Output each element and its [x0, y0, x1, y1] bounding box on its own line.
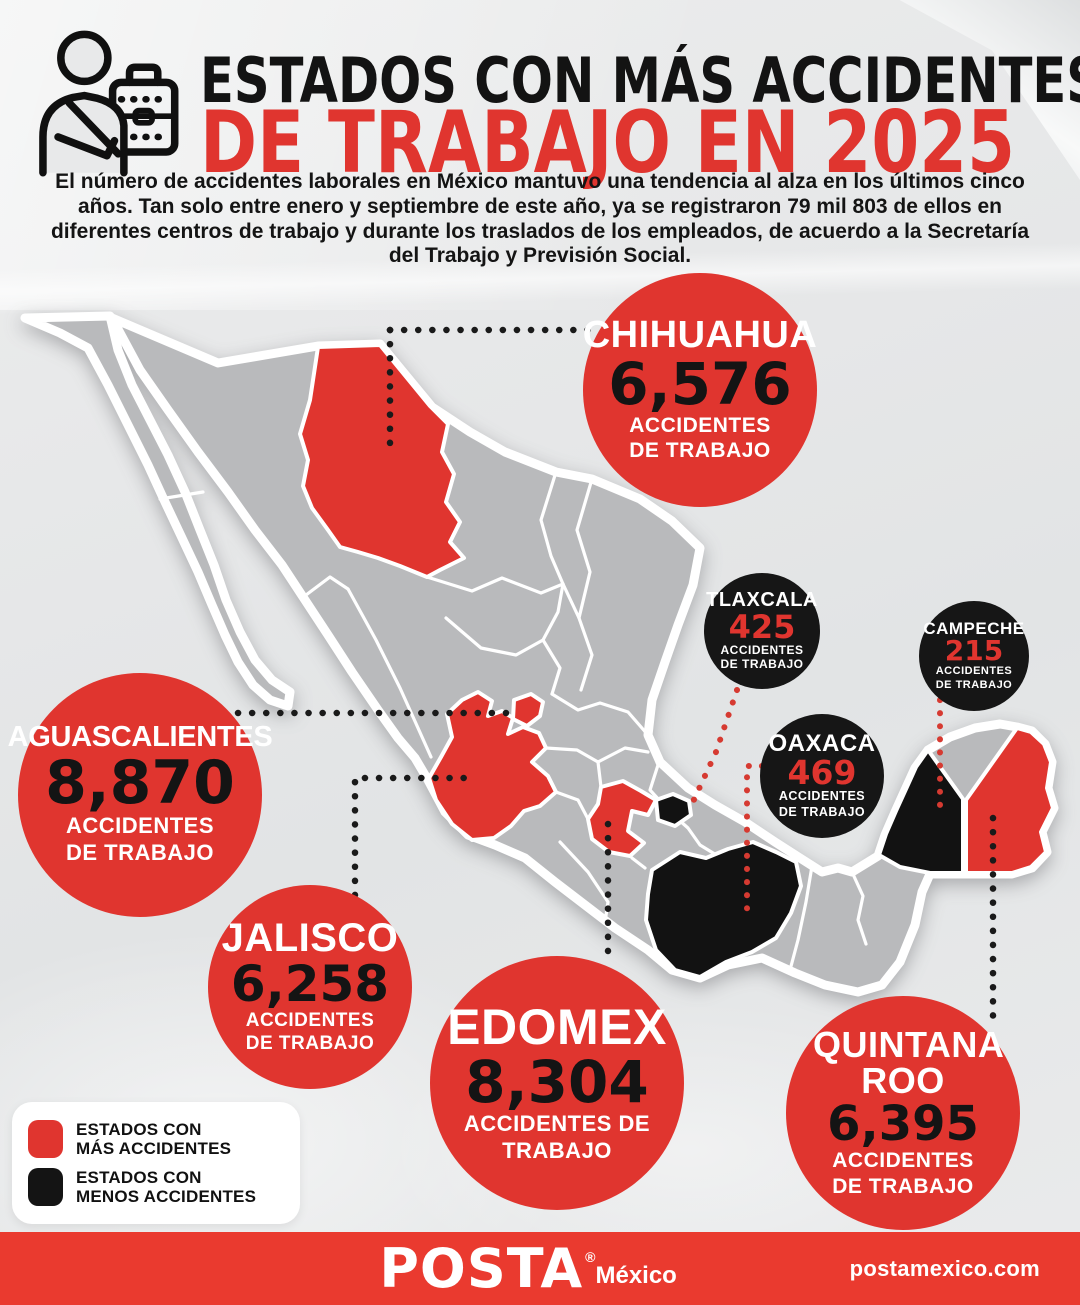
state-value: 215	[944, 634, 1004, 668]
state-unit: ACCIDENTES DE TRABAJO	[245, 1010, 375, 1055]
state-chihuahua	[298, 343, 466, 579]
map-legend: ESTADOS CON MÁS ACCIDENTES ESTADOS CON M…	[12, 1102, 300, 1224]
state-unit: ACCIDENTES DE TRABAJO	[832, 1149, 974, 1198]
legend-swatch-red	[28, 1119, 63, 1158]
intro-paragraph: El número de accidentes laborales en Méx…	[50, 170, 1030, 268]
mainland-silhouette	[107, 313, 1059, 997]
state-value: 6,576	[608, 349, 792, 418]
footer-bar: POSTA ® México postamexico.com	[0, 1232, 1080, 1305]
state-unit: ACCIDENTES DE TRABAJO	[778, 789, 866, 819]
state-value: 8,870	[45, 747, 235, 818]
injured-worker-briefcase-icon	[26, 24, 186, 184]
state-unit: ACCIDENTES DE TRABAJO	[935, 665, 1013, 691]
callout-campeche: CAMPECHE 215 ACCIDENTES DE TRABAJO	[919, 601, 1029, 711]
baja-peninsula	[20, 311, 295, 711]
legend-swatch-black	[28, 1168, 63, 1207]
state-value: 8,304	[465, 1047, 649, 1116]
legend-label: ESTADOS CON MENOS ACCIDENTES	[76, 1168, 257, 1207]
callout-quintana-roo: QUINTANA ROO 6,395 ACCIDENTES DE TRABAJO	[786, 996, 1020, 1230]
posta-logo: POSTA ® México	[379, 1236, 677, 1300]
connector-oaxaca	[744, 763, 765, 913]
state-name: EDOMEX	[447, 998, 667, 1055]
state-value: 6,395	[827, 1096, 979, 1153]
state-name: JALISCO	[221, 916, 399, 961]
website-url: postamexico.com	[849, 1255, 1040, 1281]
state-value: 469	[787, 753, 857, 793]
callout-jalisco: JALISCO 6,258 ACCIDENTES DE TRABAJO	[208, 885, 412, 1089]
state-edomex	[586, 779, 658, 858]
state-name: CHIHUAHUA	[582, 314, 818, 357]
connector-jalisco	[351, 774, 480, 899]
callout-aguascalientes: AGUASCALIENTES 8,870 ACCIDENTES DE TRABA…	[8, 673, 273, 917]
page-title-line2: DE TRABAJO EN 2025	[200, 93, 1015, 193]
connector-tlaxcala	[688, 687, 740, 809]
brand-region: México	[595, 1261, 677, 1289]
state-unit: ACCIDENTES DE TRABAJO	[720, 642, 804, 672]
page-title-line1: ESTADOS CON MÁS ACCIDENTES	[200, 44, 1080, 117]
callout-chihuahua: CHIHUAHUA 6,576 ACCIDENTES DE TRABAJO	[583, 273, 817, 507]
registered-trademark-icon: ®	[585, 1248, 596, 1265]
callout-tlaxcala: TLAXCALA 425 ACCIDENTES DE TRABAJO	[704, 573, 820, 689]
state-tlaxcala	[654, 792, 693, 828]
legend-item-less-accidents: ESTADOS CON MENOS ACCIDENTES	[28, 1168, 300, 1207]
state-campeche	[877, 748, 965, 875]
state-jalisco	[427, 690, 558, 842]
state-quintana-roo	[964, 726, 1055, 875]
state-oaxaca	[644, 840, 803, 979]
legend-item-more-accidents: ESTADOS CON MÁS ACCIDENTES	[28, 1120, 300, 1158]
state-aguascalientes	[511, 692, 545, 728]
callout-oaxaca: OAXACA 469 ACCIDENTES DE TRABAJO	[760, 714, 884, 838]
brand-name: POSTA	[379, 1236, 584, 1300]
state-value: 6,258	[230, 955, 390, 1014]
state-unit: ACCIDENTES DE TRABAJO	[65, 812, 214, 865]
callout-edomex: EDOMEX 8,304 ACCIDENTES DE TRABAJO	[430, 956, 684, 1210]
legend-label: ESTADOS CON MÁS ACCIDENTES	[76, 1119, 232, 1158]
state-unit: ACCIDENTES DE TRABAJO	[463, 1110, 651, 1163]
state-unit: ACCIDENTES DE TRABAJO	[629, 413, 771, 463]
state-value: 425	[728, 607, 796, 646]
state-name: QUINTANA ROO	[813, 1023, 1005, 1102]
